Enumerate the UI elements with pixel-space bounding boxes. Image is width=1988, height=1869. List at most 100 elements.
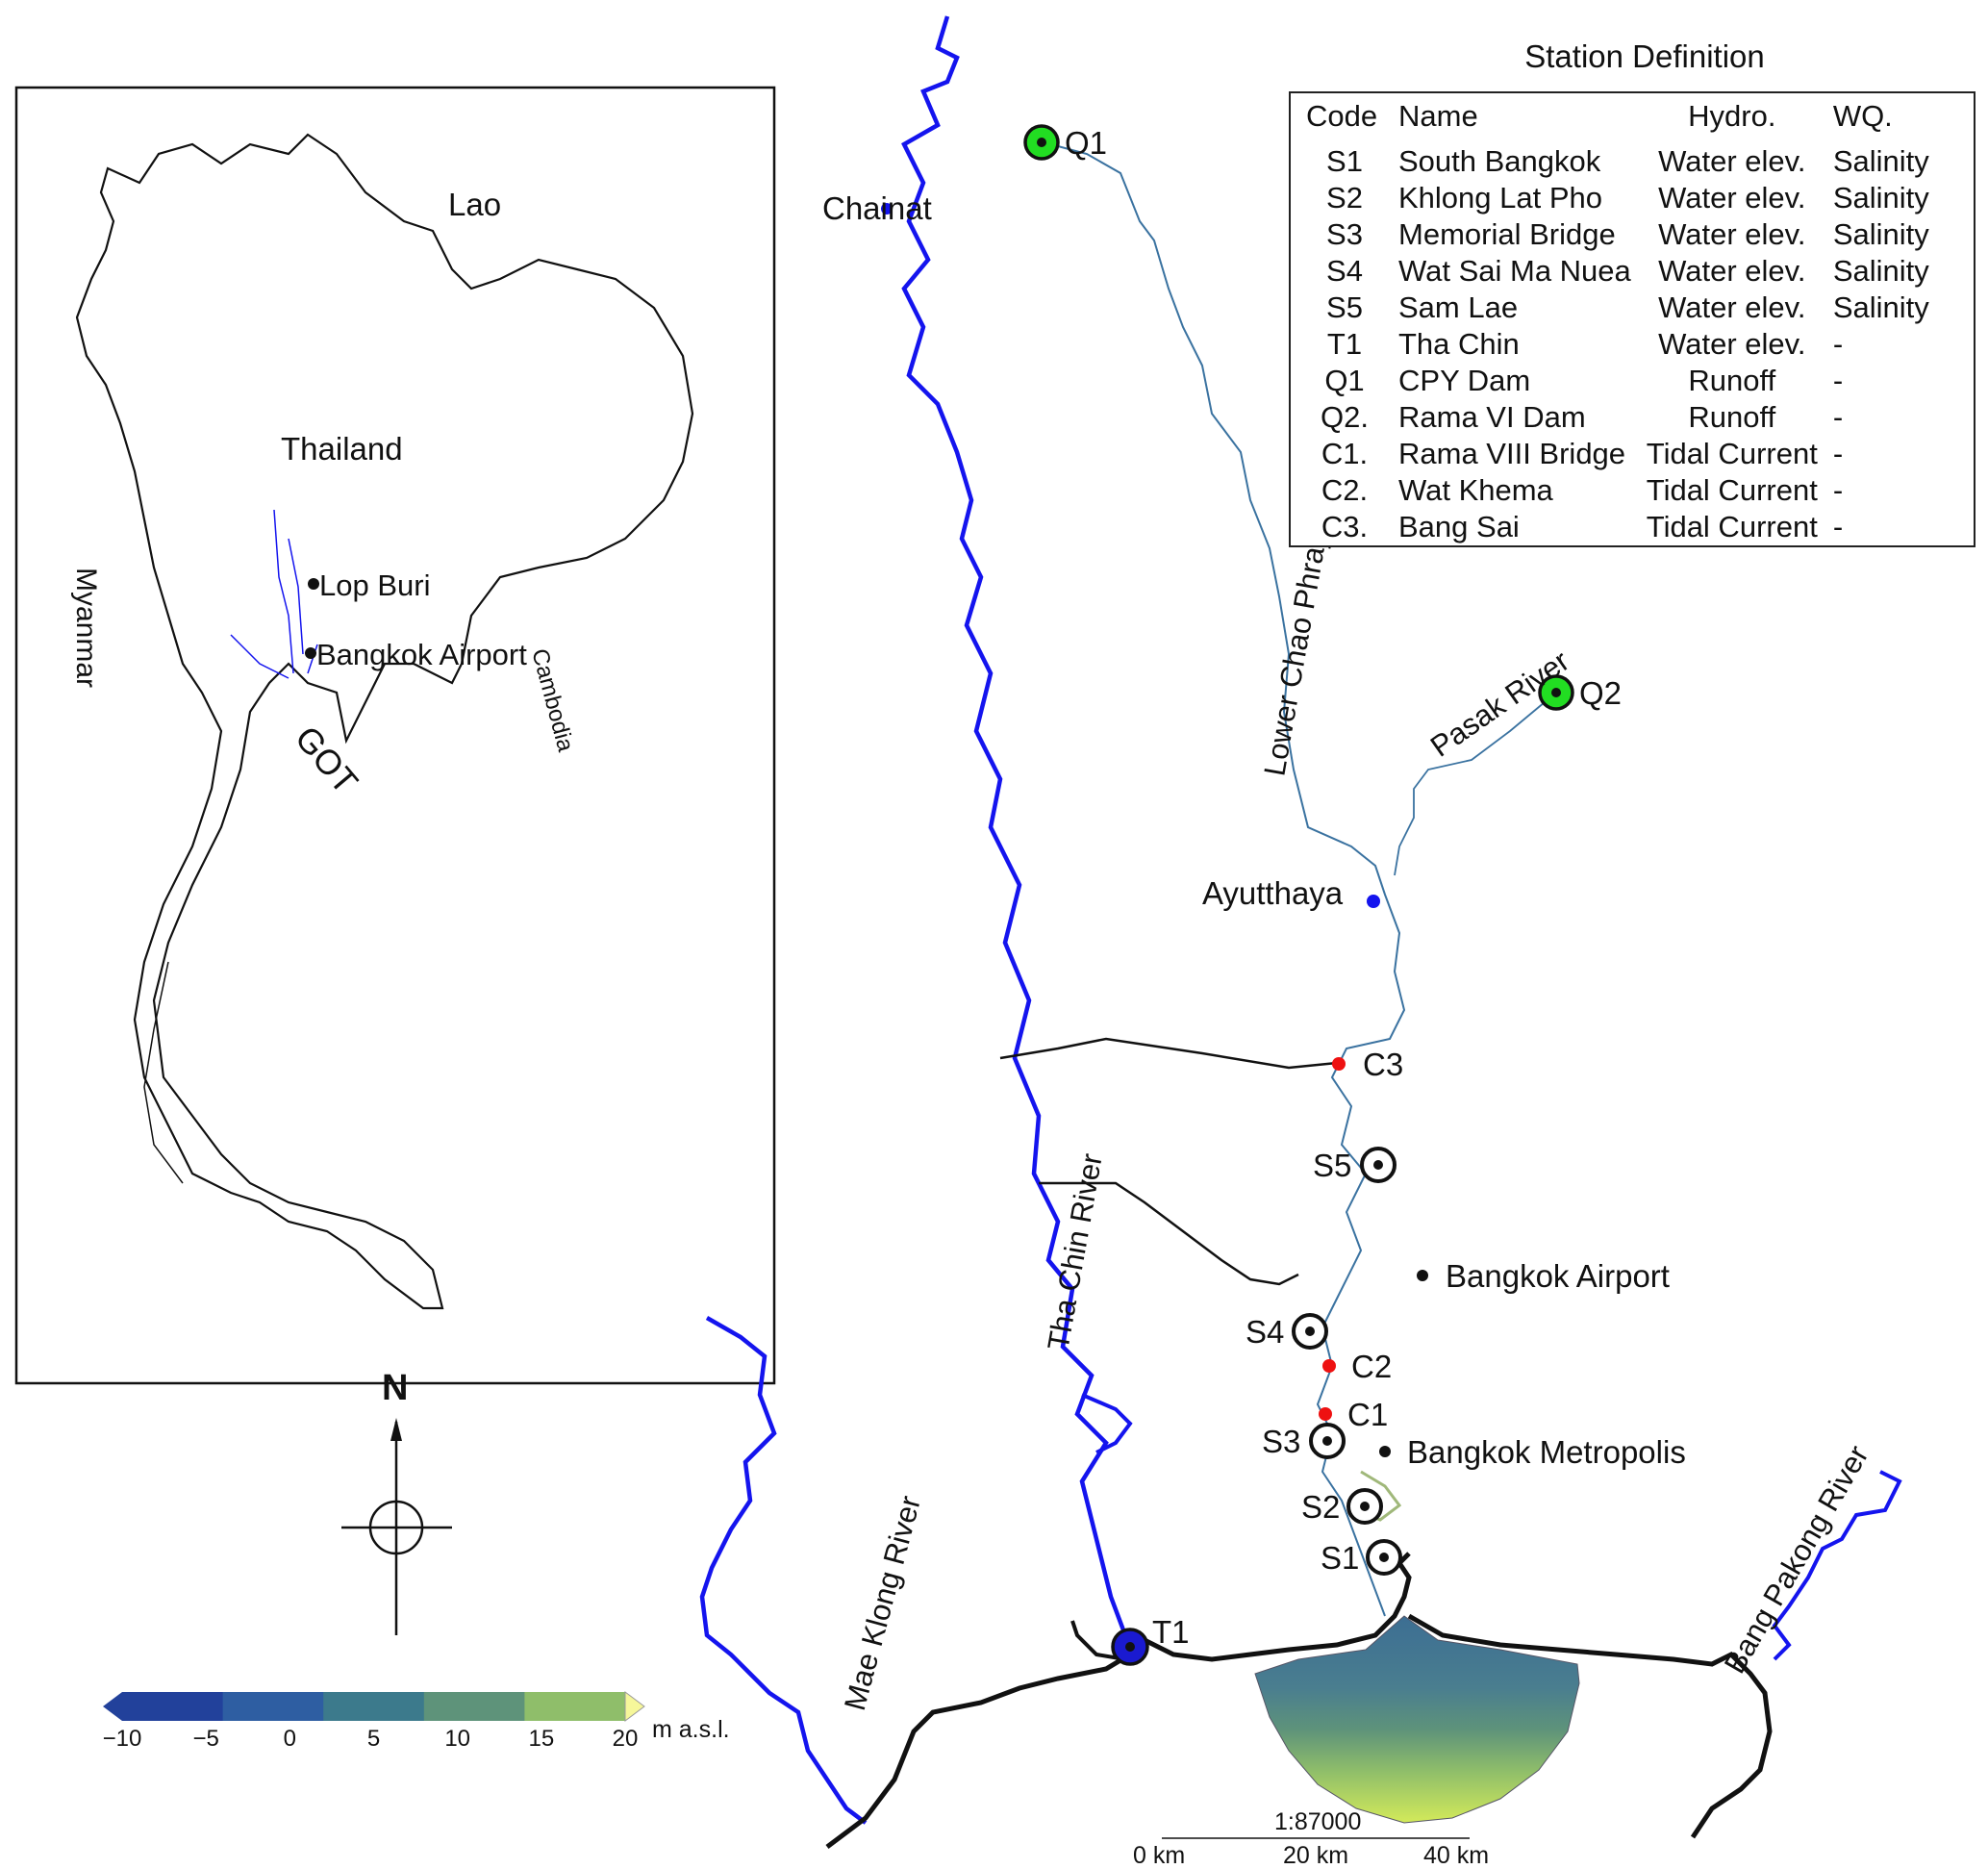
table-cell-hydro: Tidal Current <box>1646 437 1818 470</box>
bathymetry-domain <box>1254 1615 1580 1824</box>
table-cell-wq: Salinity <box>1832 144 1929 178</box>
label-c1: C1 <box>1347 1397 1388 1432</box>
table-cell-code: S3 <box>1326 217 1363 251</box>
station-s4-marker[interactable] <box>1292 1313 1328 1350</box>
table-cell-code: C3. <box>1321 510 1369 543</box>
bang-pakong-river-line <box>1772 1470 1902 1661</box>
header-code: Code <box>1306 99 1378 133</box>
colorbar-segment <box>122 1692 224 1721</box>
header-name: Name <box>1398 99 1478 133</box>
north-arrow: N <box>341 1368 452 1635</box>
table-cell-code: S2 <box>1326 181 1363 215</box>
table-cell-name: CPY Dam <box>1398 364 1531 397</box>
label-s5: S5 <box>1313 1148 1351 1183</box>
label-bang-pakong-river: Bang Pakong River <box>1718 1440 1875 1680</box>
table-cell-hydro: Runoff <box>1688 364 1776 397</box>
table-cell-code: T1 <box>1326 327 1363 361</box>
table-cell-code: S5 <box>1326 290 1363 324</box>
table-cell-wq: - <box>1832 473 1844 507</box>
table-cell-wq: Salinity <box>1832 217 1929 251</box>
bangkok-airport-dot-inset <box>305 647 316 659</box>
chao-phraya-river-line <box>1043 141 1406 1617</box>
table-row: Q1 CPY Dam Runoff - <box>1298 363 1937 399</box>
table-row: S5 Sam Lae Water elev. Salinity <box>1298 290 1937 326</box>
label-c3: C3 <box>1363 1047 1403 1082</box>
label-ayutthaya: Ayutthaya <box>1202 875 1344 911</box>
table-row: C2. Wat Khema Tidal Current - <box>1298 472 1937 509</box>
header-wq: WQ. <box>1832 99 1893 133</box>
label-s1: S1 <box>1321 1540 1359 1576</box>
station-s2-marker[interactable] <box>1346 1488 1383 1525</box>
thailand-border <box>75 133 694 1310</box>
boundary-south <box>1039 1181 1299 1286</box>
colorbar-unit: m a.s.l. <box>652 1716 730 1743</box>
scale-tick-0: 0 km <box>1133 1842 1185 1869</box>
places: Chainat Ayutthaya Bangkok Airport Bangko… <box>822 190 1686 1470</box>
station-c2-marker[interactable] <box>1322 1359 1336 1373</box>
table-cell-wq: Salinity <box>1832 254 1929 288</box>
table-cell-hydro: Water elev. <box>1658 217 1806 251</box>
boundaries <box>825 1037 1773 1849</box>
label-t1: T1 <box>1152 1614 1190 1650</box>
lop-buri-dot <box>308 578 319 590</box>
label-mae-klong-river: Mae Klong River <box>838 1492 927 1713</box>
table-row: S4 Wat Sai Ma Nuea Water elev. Salinity <box>1298 253 1937 290</box>
label-q2: Q2 <box>1579 675 1622 711</box>
scale-bar: 1:87000 0 km 20 km 40 km <box>1133 1808 1489 1869</box>
colorbar-extend-low <box>103 1692 122 1721</box>
table-row: Q2. Rama VI Dam Runoff - <box>1298 399 1937 436</box>
colorbar-tick-label: 15 <box>528 1726 554 1752</box>
mae-klong-river-line <box>699 1316 868 1825</box>
colorbar-segment <box>323 1692 425 1721</box>
colorbar-segment <box>222 1692 324 1721</box>
station-s1-marker[interactable] <box>1366 1539 1402 1576</box>
station-table: Code Name Hydro. WQ. S1 South Bangkok Wate… <box>1298 97 1937 545</box>
header-hydro: Hydro. <box>1688 99 1776 133</box>
north-arrow-label: N <box>382 1368 408 1408</box>
table-cell-wq: - <box>1832 327 1844 361</box>
table-cell-name: Bang Sai <box>1398 510 1520 543</box>
label-s3: S3 <box>1262 1424 1300 1459</box>
station-c1-marker[interactable] <box>1319 1407 1332 1421</box>
bangkok-metropolis-dot <box>1379 1446 1391 1457</box>
table-row: S1 South Bangkok Water elev. Salinity <box>1298 143 1937 180</box>
legend-title: Station Definition <box>1524 38 1765 74</box>
tha-chin-tributary <box>1081 1393 1133 1454</box>
label-thailand: Thailand <box>281 431 403 467</box>
table-cell-code: Q1 <box>1324 364 1365 397</box>
table-cell-name: South Bangkok <box>1398 144 1601 178</box>
table-cell-hydro: Tidal Current <box>1646 510 1818 543</box>
table-header-row: Code Name Hydro. WQ. <box>1298 97 1937 143</box>
table-cell-code: S1 <box>1326 144 1363 178</box>
inset-coast-west <box>134 961 184 1184</box>
colorbar-tick-label: 10 <box>444 1726 470 1752</box>
station-definition-panel: Code Name Hydro. WQ. S1 South Bangkok Wate… <box>1289 91 1975 547</box>
table-cell-name: Wat Sai Ma Nuea <box>1398 254 1631 288</box>
table-cell-hydro: Water elev. <box>1658 254 1806 288</box>
station-c3-marker[interactable] <box>1332 1057 1346 1071</box>
table-cell-hydro: Tidal Current <box>1646 473 1818 507</box>
colorbar-segment <box>524 1692 626 1721</box>
inset-frame <box>14 86 776 1385</box>
table-row: C3. Bang Sai Tidal Current - <box>1298 509 1937 545</box>
bangkok-airport-dot <box>1417 1270 1428 1281</box>
colorbar-tick-label: 0 <box>284 1726 296 1752</box>
table-cell-code: C2. <box>1321 473 1369 507</box>
scale-tick-20: 20 km <box>1283 1842 1348 1869</box>
table-cell-hydro: Water elev. <box>1658 144 1806 178</box>
label-s4: S4 <box>1246 1314 1284 1350</box>
table-cell-code: C1. <box>1321 437 1369 470</box>
table-cell-wq: Salinity <box>1832 290 1929 324</box>
boundary-north <box>999 1037 1338 1070</box>
table-row: S2 Khlong Lat Pho Water elev. Salinity <box>1298 180 1937 216</box>
station-s5-marker[interactable] <box>1360 1147 1397 1183</box>
table-row: T1 Tha Chin Water elev. - <box>1298 326 1937 363</box>
colorbar-segment <box>423 1692 525 1721</box>
colorbar: m a.s.l. −10 −5 0 5 10 15 20 <box>103 1691 730 1752</box>
station-s3-marker[interactable] <box>1309 1423 1346 1459</box>
table-cell-name: Wat Khema <box>1398 473 1553 507</box>
table-cell-code: Q2. <box>1321 400 1369 434</box>
table-cell-name: Sam Lae <box>1398 290 1519 324</box>
label-lop-buri: Lop Buri <box>319 568 430 602</box>
